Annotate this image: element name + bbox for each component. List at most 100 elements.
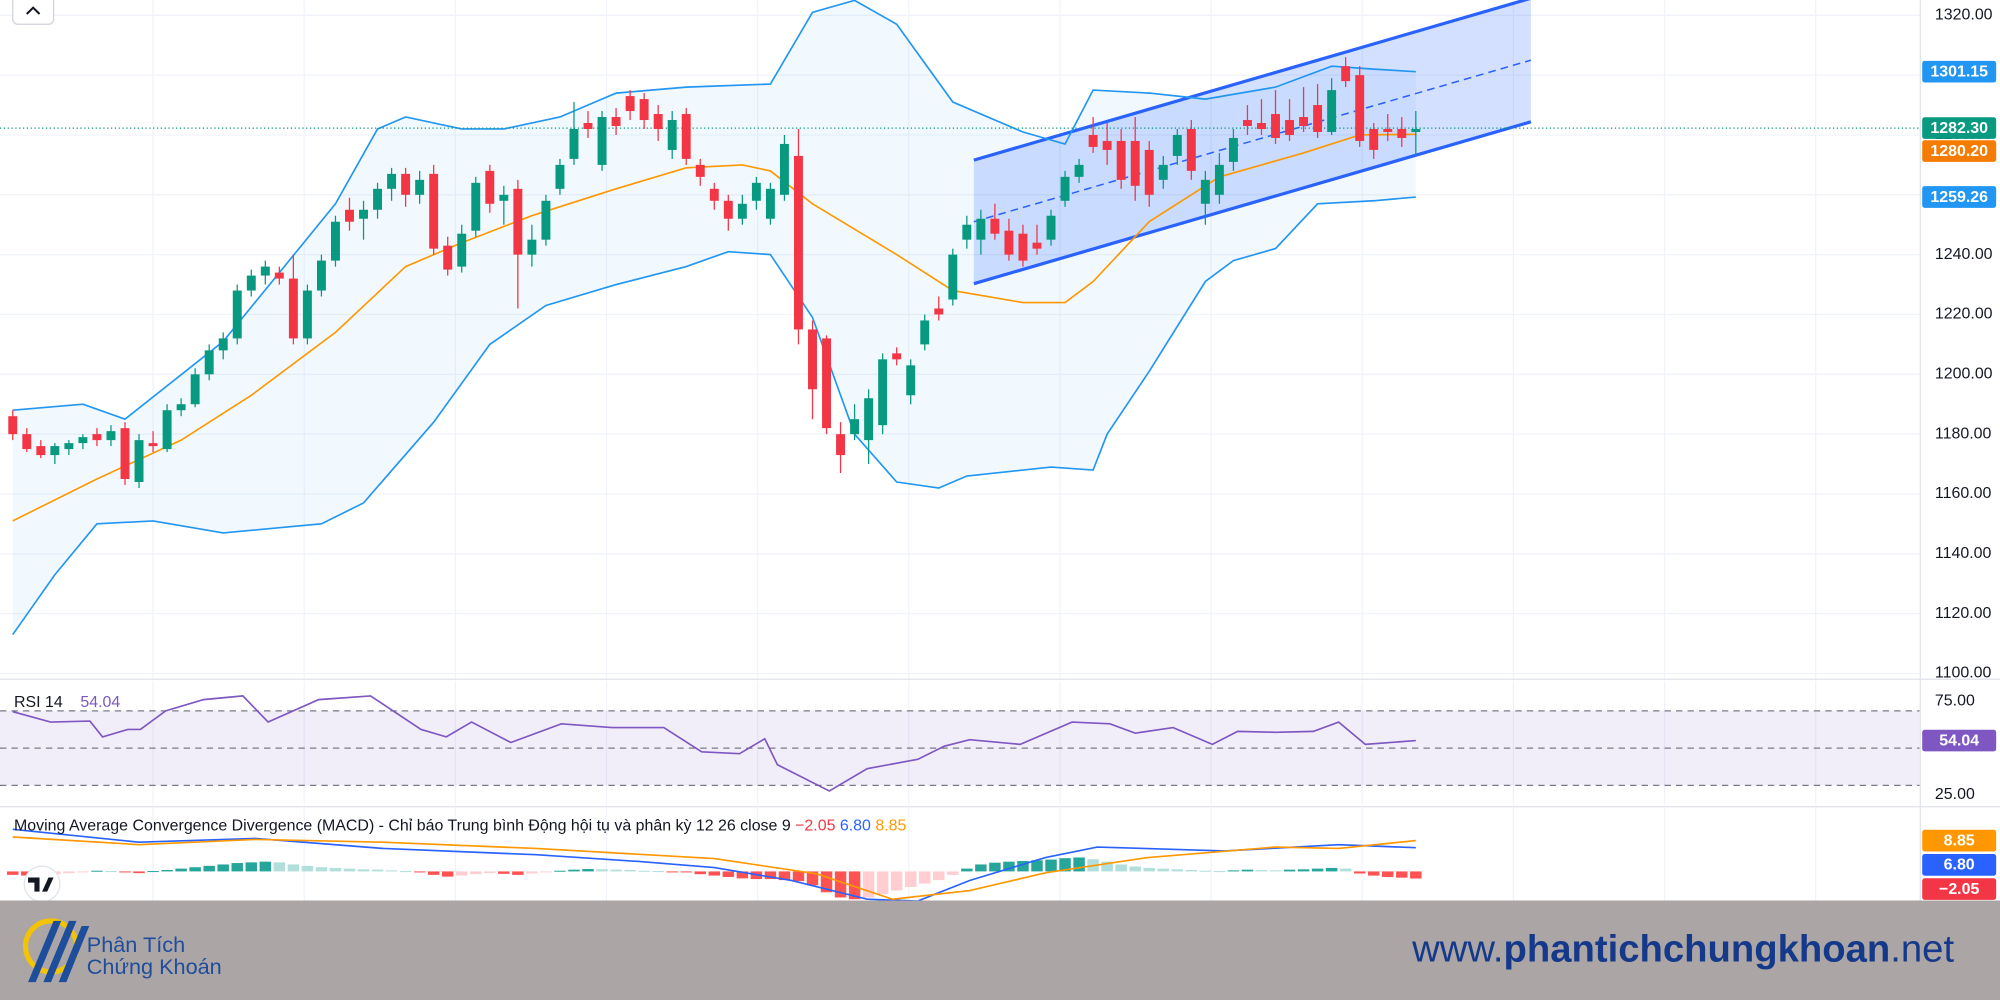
ma-line [12, 133, 1416, 522]
candle-body [751, 182, 761, 201]
price-tag-label: 1280.20 [1930, 143, 1988, 160]
macd-hist-bar [876, 871, 889, 895]
candle-body [373, 188, 383, 210]
candle-body [569, 128, 579, 159]
logo-circle [23, 865, 61, 903]
candle-body [401, 173, 411, 195]
macd-hist-bar [399, 871, 412, 873]
candle-body [232, 290, 242, 339]
candle-body [1214, 164, 1224, 195]
macd-hist-bar [1339, 868, 1352, 872]
macd-hist-bar [498, 871, 510, 874]
button-frame[interactable] [12, 0, 55, 25]
candle-body [1341, 66, 1351, 82]
macd-hist-bar [1367, 871, 1380, 876]
candle-body [920, 320, 930, 345]
macd-hist-bar [329, 867, 342, 872]
macd-hist-bar [792, 871, 805, 882]
macd-hist-bar [1325, 867, 1338, 872]
candle-body [597, 117, 607, 165]
macd-hist-bar [245, 862, 258, 872]
macd-hist-bar [343, 868, 356, 872]
candle-body [513, 188, 523, 255]
candle-body [443, 245, 453, 270]
candle-body [120, 428, 130, 480]
candle-body [1242, 120, 1252, 126]
macd-hist-bar [1297, 869, 1310, 872]
rsi-title: RSI 14 [14, 694, 63, 711]
price-tag [1922, 829, 1997, 852]
price-tag-label: 1259.26 [1930, 189, 1988, 206]
band-fill [12, 0, 1416, 635]
macd-signal-value: 8.85 [875, 818, 906, 835]
macd-hist-bar [890, 871, 903, 891]
price-tag [1922, 878, 1997, 900]
macd-hist-bar [1059, 858, 1071, 872]
macd-hist-bar [119, 871, 131, 873]
macd-value: 6.80 [840, 818, 871, 835]
candle-body [723, 200, 733, 219]
macd-params: 12 26 close 9 [696, 818, 791, 835]
candle-body [1088, 134, 1098, 147]
candle-body [1158, 164, 1168, 180]
collapse-button[interactable] [12, 0, 55, 25]
candle-body [1228, 137, 1238, 162]
candle-body [50, 446, 60, 456]
rsi-tick-label: 75.00 [1935, 693, 1975, 710]
candle-body [583, 123, 593, 129]
candle-body [1200, 179, 1210, 204]
candle-body [962, 224, 972, 240]
macd-hist-bar [512, 871, 524, 875]
macd-hist-bar [610, 869, 622, 872]
macd-hist-bar [441, 871, 454, 877]
candle-body [260, 266, 270, 276]
macd-hist-bar [1129, 866, 1141, 872]
macd-hist-bar [722, 871, 735, 877]
macd-hist-bar [357, 869, 370, 872]
macd-hist-bar [385, 870, 398, 872]
y-tick-label: 1240.00 [1935, 246, 1993, 263]
bb-lower-line [12, 196, 1416, 636]
macd-hist-bar [1227, 870, 1240, 872]
candle-body [429, 173, 439, 249]
macd-hist-bar [961, 868, 973, 872]
y-tick-label: 1320.00 [1935, 7, 1993, 24]
macd-hist-bar [231, 863, 243, 872]
macd-hist-bar [554, 870, 566, 872]
candle-body [625, 96, 635, 112]
candle-body [765, 188, 775, 219]
candle-body [246, 275, 256, 291]
chevron-icon[interactable] [26, 6, 41, 15]
candle-body [218, 338, 228, 351]
macd-hist-bar [1382, 871, 1394, 877]
candle-body [990, 218, 1000, 234]
candle-body [162, 410, 172, 450]
macd-title: Moving Average Convergence Divergence (M… [14, 818, 691, 835]
macd-hist-bar [680, 871, 692, 873]
candle-body [639, 99, 649, 121]
price-tag [1922, 60, 1997, 83]
rsi-tag [1922, 729, 1997, 752]
macd-hist-bar [175, 868, 187, 872]
rsi-tag-label: 54.04 [1939, 732, 1979, 749]
macd-hist-bar [1101, 861, 1113, 872]
candle-body [345, 209, 354, 222]
candle-body [148, 443, 158, 447]
candle-body [667, 120, 677, 150]
candle-body [1411, 128, 1421, 132]
price-tag-label: 6.80 [1944, 857, 1975, 874]
url-prefix: www. [1411, 928, 1503, 971]
candle-body [1144, 149, 1154, 195]
macd-hist-bar [21, 871, 33, 876]
macd-hist-bar [638, 870, 650, 872]
price-tag-label: 8.85 [1944, 832, 1975, 849]
candle-body [653, 114, 663, 129]
macd-hist-value: −2.05 [795, 818, 835, 835]
candle-body [1397, 128, 1407, 138]
candle-body [302, 290, 312, 339]
macd-hist-bar [652, 871, 664, 873]
axes: 1320.001300.001280.001260.001240.001220.… [1922, 7, 1997, 900]
channel-lower [973, 120, 1532, 286]
macd-hist-bar [189, 867, 201, 872]
